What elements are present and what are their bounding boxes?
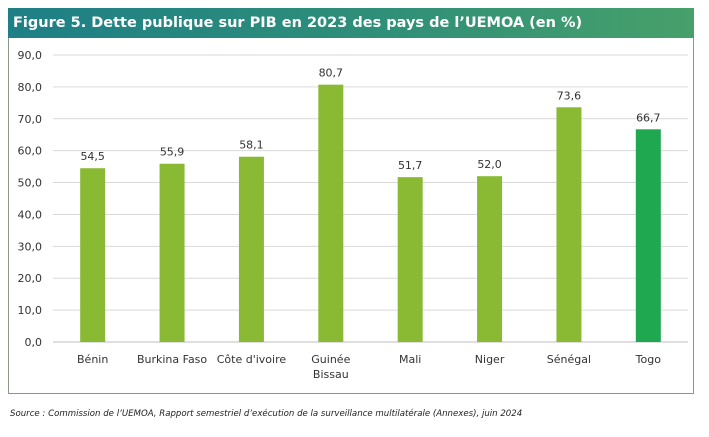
x-axis: Bénin Burkina Faso Côte d'ivoire Guinée Biss… <box>77 353 661 381</box>
bar <box>80 168 106 342</box>
data-label: 58,1 <box>239 139 264 152</box>
category-label: Côte d'ivoire <box>217 353 287 366</box>
data-labels: 54,5 55,9 58,1 80,7 51,7 52,0 73,6 66,7 <box>80 67 660 172</box>
bar <box>635 129 661 342</box>
y-tick-label: 80,0 <box>18 81 43 94</box>
y-tick-label: 90,0 <box>18 49 43 62</box>
data-label: 54,5 <box>80 150 105 163</box>
bars <box>80 84 661 342</box>
data-label: 51,7 <box>398 159 423 172</box>
y-tick-label: 30,0 <box>18 240 43 253</box>
y-tick-label: 40,0 <box>18 208 43 221</box>
source-note: Source : Commission de l’UEMOA, Rapport … <box>10 409 523 419</box>
data-label: 80,7 <box>319 67 344 80</box>
data-label: 73,6 <box>557 89 582 102</box>
y-axis: 0,0 10,0 20,0 30,0 40,0 50,0 60,0 70,0 80,0 90,0 <box>18 49 43 349</box>
bar <box>318 84 344 342</box>
y-tick-label: 70,0 <box>18 113 43 126</box>
bar <box>477 176 503 342</box>
category-label: Bissau <box>313 368 349 381</box>
y-tick-label: 10,0 <box>18 304 43 317</box>
bar <box>397 177 423 342</box>
bar-chart: 0,010,020,030,040,050,060,070,080,090,0 … <box>18 49 688 381</box>
data-label: 52,0 <box>477 158 502 171</box>
y-tick-label: 0,0 <box>25 336 43 349</box>
category-label: Bénin <box>77 353 108 366</box>
y-tick-label: 60,0 <box>18 145 43 158</box>
category-label: Togo <box>635 353 662 366</box>
category-label: Guinée <box>311 353 350 366</box>
category-label: Niger <box>475 353 505 366</box>
data-label: 55,9 <box>160 146 185 159</box>
category-label: Mali <box>399 353 421 366</box>
figure-title: Figure 5. Dette publique sur PIB en 2023… <box>8 8 694 38</box>
bar <box>159 163 185 342</box>
y-tick-label: 50,0 <box>18 177 43 190</box>
data-label: 66,7 <box>636 111 661 124</box>
gridlines <box>53 54 688 343</box>
category-label: Sénégal <box>547 353 591 366</box>
bar <box>238 156 264 342</box>
bar <box>556 107 582 342</box>
y-tick-label: 20,0 <box>18 272 43 285</box>
category-label: Burkina Faso <box>137 353 207 366</box>
